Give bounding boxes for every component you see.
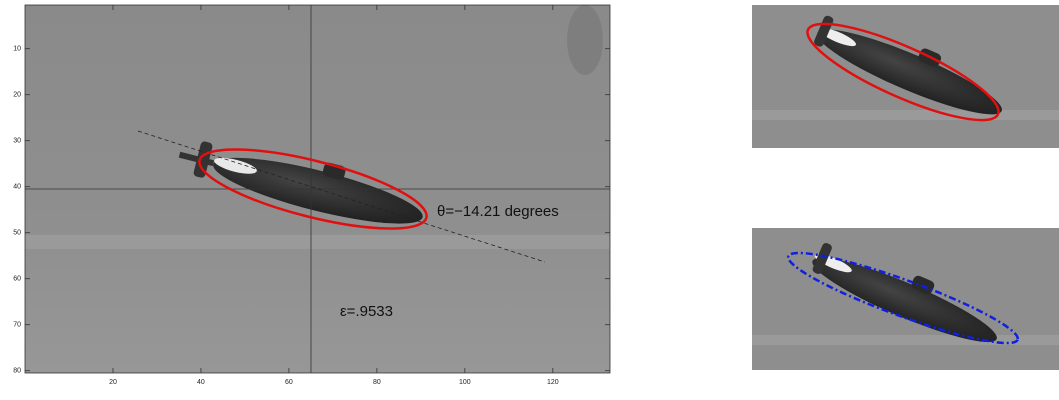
shadow (567, 5, 603, 75)
x-tick-label: 120 (547, 379, 559, 386)
streak (25, 235, 610, 249)
y-tick-label: 60 (13, 276, 21, 283)
thumbnail-bottom (752, 228, 1059, 370)
y-tick-label: 40 (13, 184, 21, 191)
figure: θ=−14.21 degrees ε=.9533 20 40 60 80 100 120 1… (0, 0, 1059, 400)
y-tick-label: 10 (13, 46, 21, 53)
y-tick-label: 70 (13, 322, 21, 329)
y-tick-label: 50 (13, 230, 21, 237)
y-tick-label: 30 (13, 138, 21, 145)
main-image (25, 5, 610, 373)
y-tick-label: 80 (13, 368, 21, 375)
angle-label: θ=−14.21 degrees (437, 203, 559, 220)
y-tick-label: 20 (13, 92, 21, 99)
thumbnail-top (752, 5, 1059, 148)
x-tick-label: 40 (197, 379, 205, 386)
eccentricity-label: ε=.9533 (340, 303, 393, 320)
x-tick-label: 100 (459, 379, 471, 386)
x-tick-label: 80 (373, 379, 381, 386)
x-tick-label: 60 (285, 379, 293, 386)
x-tick-label: 20 (109, 379, 117, 386)
